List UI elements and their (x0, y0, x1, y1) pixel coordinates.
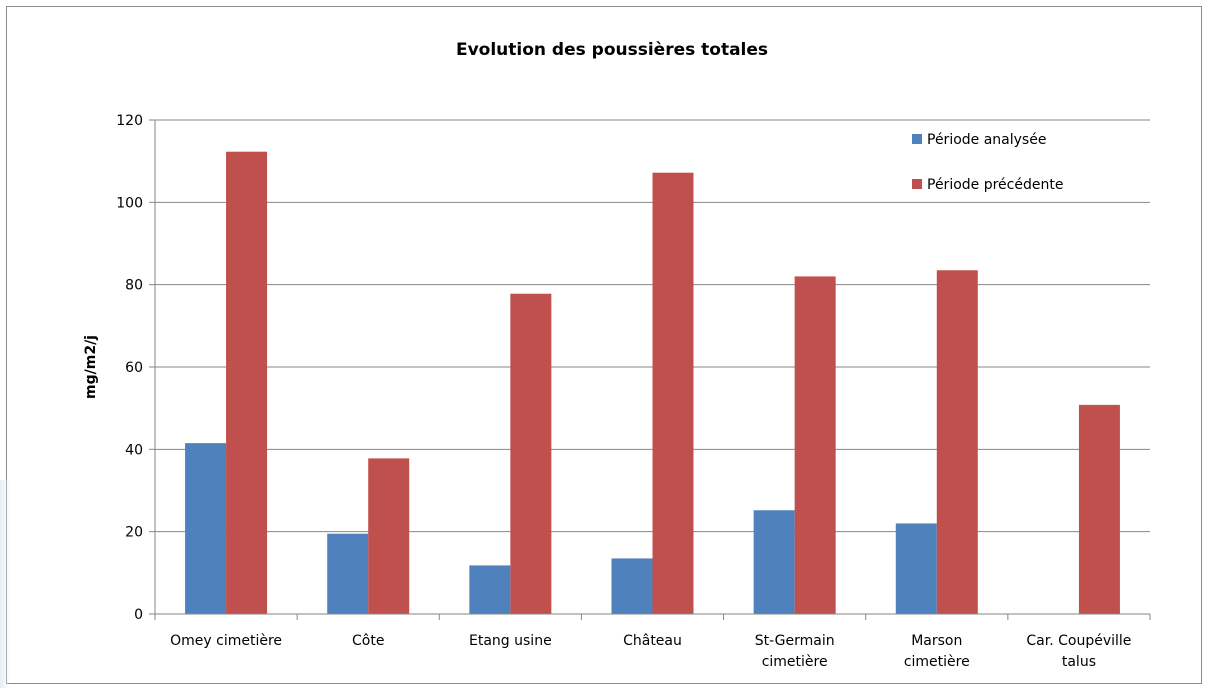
x-category-label: Omey cimetière (170, 633, 282, 649)
y-axis-label: mg/m2/j (83, 335, 99, 399)
x-axis-categories: Omey cimetière Côte Etang usine Château St-G… (170, 633, 1131, 670)
y-tick-label: 0 (134, 607, 143, 623)
x-category-label: cimetière (762, 654, 828, 670)
bar-periode-precedente (368, 458, 410, 614)
bar-periode-precedente (510, 293, 552, 614)
bar-periode-analysee (753, 510, 795, 614)
bar-periode-analysee (185, 443, 227, 614)
chart-title: Evolution des poussières totales (456, 40, 768, 60)
bars (185, 151, 1120, 614)
bar-periode-precedente (1078, 404, 1120, 614)
y-tick-label: 40 (125, 442, 143, 458)
bar-periode-precedente (226, 151, 268, 614)
axes (154, 120, 1151, 620)
legend: Période analysée Période précédente (912, 132, 1063, 193)
y-tick-label: 80 (125, 278, 143, 294)
legend-swatch (912, 179, 922, 189)
y-tick-label: 120 (116, 113, 143, 129)
y-axis-ticks: 0 20 40 60 80 100 120 (116, 113, 155, 623)
x-category-label: Côte (352, 633, 384, 649)
x-category-label: St-Germain (755, 633, 835, 649)
bar-periode-precedente (652, 172, 694, 614)
bar-periode-analysee (327, 533, 369, 614)
bar-periode-analysee (469, 565, 511, 614)
legend-swatch (912, 134, 922, 144)
bar-periode-precedente (794, 276, 836, 614)
y-tick-label: 20 (125, 525, 143, 541)
y-tick-label: 60 (125, 360, 143, 376)
bar-periode-precedente (936, 270, 978, 614)
x-category-label: Etang usine (469, 633, 552, 649)
legend-label: Période analysée (927, 132, 1046, 148)
x-category-label: talus (1062, 654, 1096, 670)
x-category-label: Marson (911, 633, 962, 649)
y-tick-label: 100 (116, 195, 143, 211)
x-category-label: Car. Coupéville (1026, 633, 1131, 649)
legend-label: Période précédente (927, 177, 1063, 193)
x-category-label: Château (623, 633, 682, 649)
bar-periode-analysee (611, 558, 653, 614)
left-edge-glow (0, 480, 10, 688)
bar-periode-analysee (895, 523, 937, 614)
x-category-label: cimetière (904, 654, 970, 670)
